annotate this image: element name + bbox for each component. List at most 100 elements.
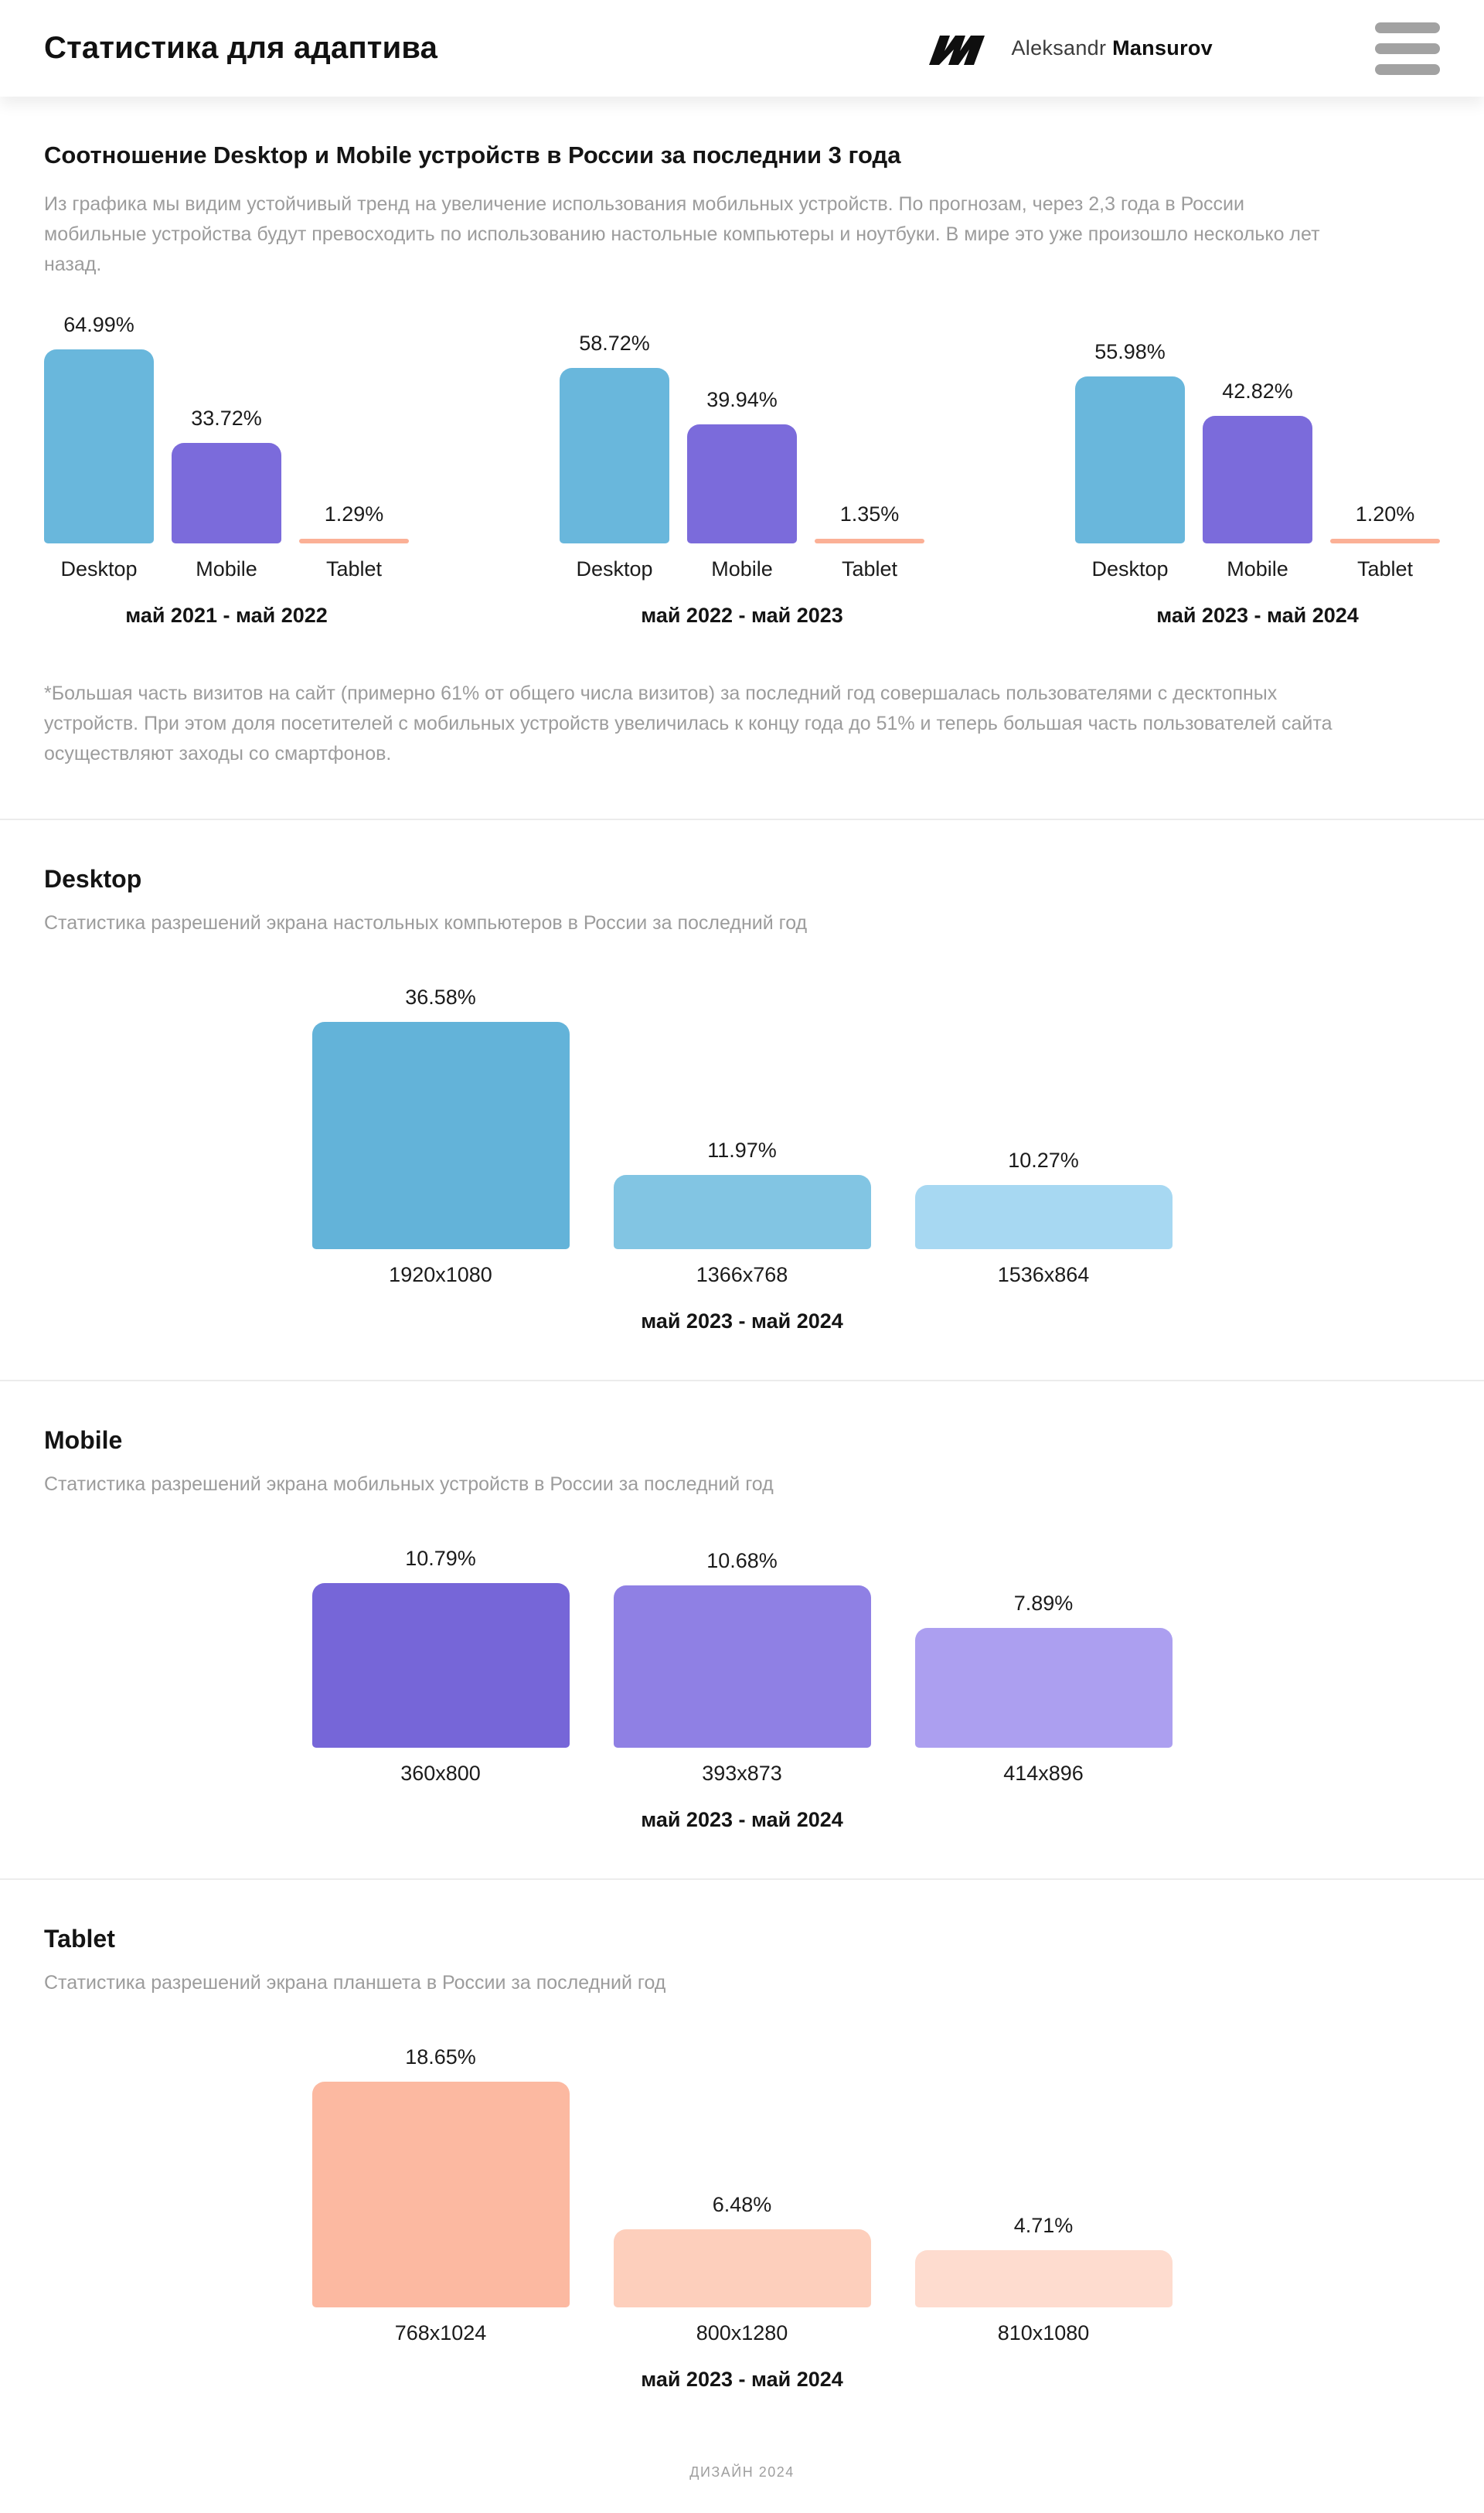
bar-value-label: 1.29%	[324, 502, 384, 526]
bar	[613, 2229, 871, 2307]
bar	[613, 1585, 871, 1748]
bar	[1203, 416, 1312, 544]
bar-column: 1.20% Tablet	[1330, 502, 1440, 584]
tablet-section: Tablet Статистика разрешений экрана план…	[44, 1880, 1440, 2438]
chart-bars: 18.65% 768x1024 6.48% 800x1280 4.71% 810x1080	[311, 2045, 1173, 2348]
bar-value-label: 4.71%	[1013, 2213, 1074, 2237]
bar-category-label: Tablet	[1356, 557, 1414, 581]
bar-value-label: 11.97%	[707, 1138, 777, 1162]
page-title: Статистика для адаптива	[44, 31, 438, 65]
bar-value-label: 7.89%	[1013, 1591, 1074, 1615]
bar-value-label: 6.48%	[712, 2192, 772, 2216]
bar	[560, 368, 669, 544]
desktop-section-subtitle: Статистика разрешений экрана настольных …	[44, 911, 808, 934]
bar-chart-2021-2022: 64.99% Desktop 33.72% Mobile 1.29% Tablet май…	[44, 313, 409, 628]
bar-category-label: 393x873	[702, 1761, 782, 1785]
section-divider	[0, 818, 1484, 820]
bar	[311, 2081, 570, 2307]
intro-description: Из графика мы видим устойчивый тренд на …	[44, 193, 1320, 275]
section-divider	[0, 1878, 1484, 1880]
bar-category-label: Mobile	[196, 557, 257, 581]
bar-value-label: 18.65%	[405, 2045, 476, 2069]
bar-value-label: 1.35%	[839, 502, 900, 526]
hamburger-menu-icon[interactable]	[1375, 22, 1440, 75]
bar-value-label: 36.58%	[405, 985, 476, 1009]
footer-text: ДИЗАЙН 2024	[689, 2464, 795, 2480]
chart-bars: 64.99% Desktop 33.72% Mobile 1.29% Tablet	[44, 313, 409, 584]
bar-category-label: Tablet	[325, 557, 383, 581]
bar-column: 6.48% 800x1280	[613, 2192, 871, 2348]
tablet-section-subtitle: Статистика разрешений экрана планшета в …	[44, 1971, 666, 1994]
desktop-section: Desktop Статистика разрешений экрана нас…	[44, 820, 1440, 1380]
bar-column: 10.79% 360x800	[311, 1546, 570, 1788]
bar	[1075, 376, 1185, 544]
bar-column: 10.27% 1536x864	[914, 1148, 1173, 1289]
desktop-resolutions-chart: 36.58% 1920x1080 11.97% 1366x768 10.27% 1536x…	[311, 986, 1173, 1333]
bar-value-label: 39.94%	[706, 388, 778, 412]
mm-logo-icon	[929, 35, 985, 65]
bar-category-label: 1366x768	[696, 1262, 788, 1286]
bar-category-label: 810x1080	[997, 2321, 1090, 2344]
bar	[914, 2249, 1173, 2307]
mobile-section-heading: Mobile	[44, 1425, 123, 1454]
bar	[613, 1174, 871, 1249]
bar	[311, 1582, 570, 1748]
bar-column: 10.68% 393x873	[613, 1548, 871, 1788]
bar-value-label: 1.20%	[1355, 502, 1415, 526]
bar-column: 58.72% Desktop	[560, 332, 669, 584]
bar-category-label: 414x896	[1003, 1761, 1084, 1785]
footnote-text: *Большая часть визитов на сайт (примерно…	[44, 683, 1333, 764]
mobile-section: Mobile Статистика разрешений экрана моби…	[44, 1381, 1440, 1878]
bar-value-label: 42.82%	[1222, 380, 1293, 404]
bar-column: 4.71% 810x1080	[914, 2213, 1173, 2348]
intro-heading: Соотношение Desktop и Mobile устройств в…	[44, 141, 901, 169]
bar-value-label: 64.99%	[63, 313, 134, 337]
desktop-section-heading: Desktop	[44, 864, 142, 893]
main-content: Соотношение Desktop и Mobile устройств в…	[0, 141, 1484, 2438]
bar-column: 1.35% Tablet	[815, 502, 924, 584]
tablet-resolutions-chart: 18.65% 768x1024 6.48% 800x1280 4.71% 810x1080…	[311, 2045, 1173, 2392]
bar-column: 11.97% 1366x768	[613, 1138, 871, 1289]
bar	[914, 1184, 1173, 1249]
bar-value-label: 10.79%	[405, 1546, 476, 1570]
logo-name: Aleksandr Mansurov	[1011, 36, 1213, 60]
bar-chart-2023-2024: 55.98% Desktop 42.82% Mobile 1.20% Tablet май…	[1075, 340, 1440, 628]
chart-bars: 58.72% Desktop 39.94% Mobile 1.35% Tablet	[560, 332, 924, 584]
bar	[1330, 539, 1440, 544]
bar-value-label: 10.27%	[1008, 1148, 1079, 1172]
header: Статистика для адаптива Aleksandr Mansur…	[0, 0, 1484, 97]
bar-category-label: 1920x1080	[389, 1262, 492, 1286]
tablet-section-heading: Tablet	[44, 1924, 115, 1953]
bar	[299, 539, 409, 544]
mobile-resolutions-chart: 10.79% 360x800 10.68% 393x873 7.89% 414x896 м…	[311, 1547, 1173, 1832]
chart-caption: май 2023 - май 2024	[1156, 604, 1359, 628]
bar-value-label: 58.72%	[579, 332, 650, 356]
bar-column: 64.99% Desktop	[44, 313, 154, 584]
chart-bars: 10.79% 360x800 10.68% 393x873 7.89% 414x896	[311, 1547, 1173, 1788]
chart-bars: 55.98% Desktop 42.82% Mobile 1.20% Tablet	[1075, 340, 1440, 584]
bar	[172, 443, 281, 544]
bar-category-label: Desktop	[1091, 557, 1169, 581]
bar-category-label: 1536x864	[997, 1262, 1090, 1286]
bar	[311, 1021, 570, 1249]
bar-category-label: 768x1024	[394, 2321, 487, 2344]
header-right: Aleksandr Mansurov	[924, 22, 1440, 75]
logo[interactable]: Aleksandr Mansurov	[924, 32, 1213, 65]
mobile-section-subtitle: Статистика разрешений экрана мобильных у…	[44, 1473, 774, 1495]
bar-column: 42.82% Mobile	[1203, 380, 1312, 584]
bar-category-label: Mobile	[1227, 557, 1288, 581]
bar-column: 18.65% 768x1024	[311, 2045, 570, 2348]
bar-column: 33.72% Mobile	[172, 407, 281, 584]
bar	[44, 349, 154, 544]
bar-value-label: 10.68%	[706, 1548, 778, 1572]
bar-category-label: Tablet	[841, 557, 898, 581]
bar-column: 36.58% 1920x1080	[311, 985, 570, 1289]
section-divider	[0, 1379, 1484, 1381]
bar-column: 39.94% Mobile	[687, 388, 797, 584]
chart-caption: май 2023 - май 2024	[641, 2367, 843, 2391]
bar	[914, 1627, 1173, 1748]
device-share-charts-row: 64.99% Desktop 33.72% Mobile 1.29% Tablet май…	[44, 313, 1440, 628]
chart-caption: май 2021 - май 2022	[125, 604, 328, 628]
bar-column: 1.29% Tablet	[299, 502, 409, 584]
bar-chart-2022-2023: 58.72% Desktop 39.94% Mobile 1.35% Tablet май…	[560, 332, 924, 628]
